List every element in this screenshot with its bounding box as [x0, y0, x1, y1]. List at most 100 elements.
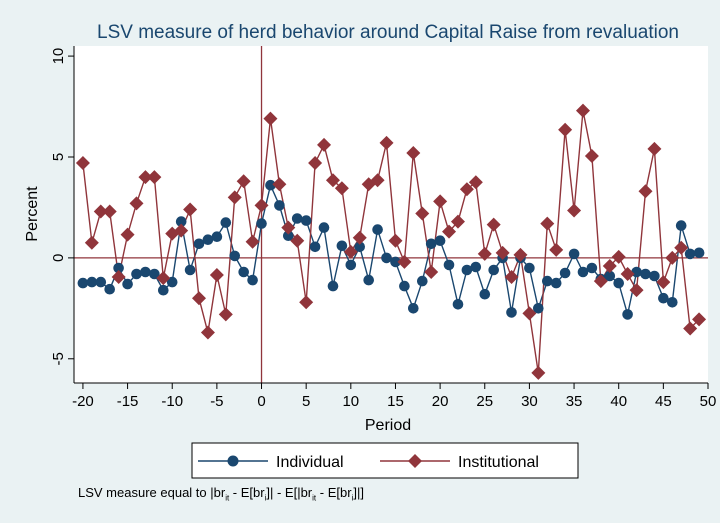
institutional-point: [102, 204, 117, 219]
institutional-point: [209, 268, 224, 283]
footnote-subscript: it: [312, 493, 317, 503]
individual-point: [559, 267, 571, 279]
institutional-point: [325, 173, 340, 188]
individual-point: [86, 276, 98, 288]
chart-title: LSV measure of herd behavior around Capi…: [97, 22, 679, 43]
institutional-point: [343, 244, 358, 259]
institutional-point: [388, 233, 403, 248]
institutional-point: [692, 312, 707, 327]
individual-point: [613, 277, 624, 289]
institutional-point: [674, 240, 689, 255]
x-tick-label: -5: [210, 393, 223, 410]
individual-point: [684, 248, 696, 260]
individual-point: [506, 307, 517, 318]
individual-point: [649, 270, 660, 282]
footnote-subscript: i: [351, 493, 354, 503]
individual-point: [193, 238, 205, 250]
individual-point: [363, 274, 375, 286]
x-tick-label: 35: [566, 393, 583, 410]
institutional-point: [200, 325, 215, 340]
individual-point: [211, 231, 223, 242]
institutional-point: [522, 306, 537, 321]
individual-point: [622, 309, 633, 320]
individual-point: [640, 268, 651, 280]
institutional-point: [93, 204, 108, 219]
individual-point: [131, 268, 142, 280]
institutional-point: [192, 291, 207, 306]
legend-individual-marker: [227, 455, 239, 467]
individual-point: [166, 276, 178, 288]
institutional-point: [477, 246, 492, 261]
institutional-point: [111, 270, 126, 285]
individual-point: [220, 217, 232, 228]
individual-point: [291, 213, 303, 224]
institutional-point: [236, 174, 251, 189]
footnote-part: ]| - E[|br: [266, 485, 313, 500]
individual-point: [488, 264, 500, 276]
x-tick-label: 15: [387, 393, 404, 410]
y-tick-label: 0: [50, 254, 67, 262]
x-tick-label: 10: [342, 393, 359, 410]
x-tick-label: 0: [257, 393, 265, 410]
individual-point: [300, 215, 312, 226]
individual-point: [658, 292, 669, 304]
institutional-point: [147, 170, 162, 185]
individual-point: [265, 179, 276, 191]
institutional-point: [120, 227, 135, 242]
individual-point: [77, 277, 89, 289]
institutional-point: [370, 173, 385, 188]
individual-point: [158, 284, 169, 296]
institutional-point: [638, 184, 653, 199]
individual-point: [399, 280, 410, 292]
footnote-part: LSV measure equal to |br: [78, 485, 226, 500]
institutional-point: [272, 177, 287, 192]
institutional-point: [254, 198, 269, 213]
institutional-point: [620, 267, 635, 282]
x-tick-label: 40: [610, 393, 627, 410]
individual-point: [354, 241, 366, 253]
institutional-point: [129, 196, 144, 211]
footnote-part: ]|]: [353, 485, 364, 500]
individual-point: [381, 252, 392, 264]
x-tick-label: -10: [161, 393, 183, 410]
individual-point: [274, 200, 285, 211]
institutional-point: [75, 156, 90, 171]
legend-institutional-marker: [408, 454, 422, 468]
individual-point: [550, 277, 562, 289]
individual-point: [675, 220, 687, 231]
legend: Individual Institutional: [191, 442, 579, 479]
institutional-point: [558, 122, 573, 137]
y-axis-label: Percent: [24, 186, 41, 242]
individual-point: [238, 266, 249, 278]
institutional-point: [629, 283, 644, 298]
institutional-point: [683, 321, 698, 336]
institutional-point: [433, 194, 448, 209]
institutional-point: [665, 250, 680, 265]
x-tick-label: 50: [700, 393, 717, 410]
individual-point: [247, 274, 258, 286]
institutional-point: [183, 202, 198, 217]
x-tick-label: -20: [72, 393, 94, 410]
institutional-point: [424, 265, 439, 280]
y-tick-label: 5: [50, 153, 67, 161]
footnote-subscript: it: [225, 493, 230, 503]
individual-point: [318, 222, 330, 233]
individual-point: [345, 259, 357, 271]
axes: -20 -15 -10 -5 0 5 10 15 20 25 30 35 40 45 50 -5 0 5 10: [50, 46, 716, 410]
institutional-point: [174, 223, 189, 238]
institutional-point: [593, 274, 608, 289]
institutional-point: [156, 271, 171, 286]
individual-point: [425, 238, 437, 250]
individual-point: [533, 303, 544, 314]
institutional-point: [352, 230, 367, 245]
institutional-point: [334, 181, 349, 196]
institutional-point: [218, 307, 233, 322]
institutional-point: [575, 103, 590, 118]
individual-point: [667, 297, 678, 308]
institutional-point: [415, 206, 430, 221]
legend-individual-label: Individual: [276, 454, 344, 471]
individual-point: [327, 280, 339, 292]
institutional-point: [531, 365, 546, 380]
individual-point: [586, 262, 598, 274]
individual-point: [283, 230, 294, 241]
